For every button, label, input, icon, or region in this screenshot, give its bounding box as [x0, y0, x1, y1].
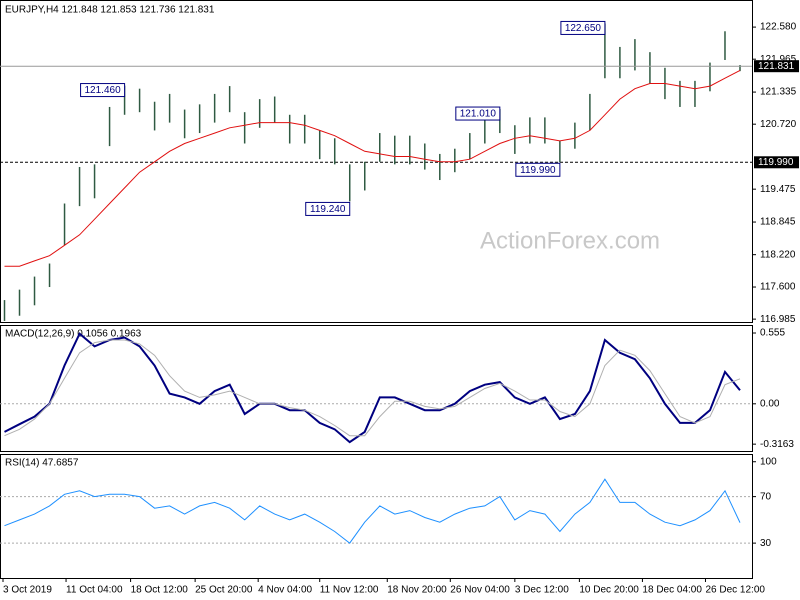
price-title: EURJPY,H4 121.848 121.853 121.736 121.83… — [5, 5, 215, 16]
annotation-label: 119.990 — [520, 165, 556, 176]
series-line — [4, 69, 741, 267]
y-tick-label: 116.985 — [760, 314, 796, 325]
annotation-label: 122.650 — [565, 23, 602, 34]
price-pane — [0, 0, 753, 323]
rsi-title: RSI(14) 47.6857 — [5, 458, 79, 469]
annotation-label: 121.460 — [85, 85, 122, 96]
x-tick-label: 10 Dec 20:00 — [579, 585, 639, 596]
y-tick-label: -0.3163 — [760, 439, 794, 450]
y-tick-label: 121.335 — [760, 87, 797, 98]
series-line — [4, 478, 741, 544]
annotation-label: 119.240 — [310, 204, 346, 215]
y-tick-label: 30 — [760, 538, 772, 549]
x-tick-label: 26 Nov 04:00 — [450, 585, 510, 596]
x-tick-label: 11 Nov 12:00 — [320, 585, 379, 596]
y-tick-label: 120.720 — [760, 119, 797, 130]
series-line — [4, 339, 741, 437]
x-tick-label: 18 Oct 12:00 — [131, 585, 189, 596]
x-tick-label: 3 Oct 2019 — [3, 585, 52, 596]
y-tick-label: 118.845 — [760, 217, 796, 228]
annotation-box — [455, 106, 501, 121]
annotation-box — [80, 83, 126, 98]
current-price-label: 121.831 — [758, 61, 795, 72]
y-tick-label: 117.600 — [760, 282, 796, 293]
level-box — [754, 156, 799, 169]
annotation-box — [305, 201, 351, 216]
y-tick-label: 118.220 — [760, 249, 796, 260]
annotation-label: 121.010 — [460, 109, 497, 120]
x-tick-label: 18 Dec 04:00 — [642, 585, 702, 596]
y-tick-label: 0.555 — [760, 328, 785, 339]
y-tick-label: 70 — [760, 491, 772, 502]
y-tick-label: 122.580 — [760, 22, 797, 33]
level-label: 119.990 — [758, 157, 794, 168]
annotation-box — [515, 162, 561, 177]
watermark: ActionForex.com — [480, 227, 660, 254]
annotation-box — [560, 20, 606, 35]
rsi-pane — [0, 454, 753, 579]
macd-pane — [0, 325, 753, 452]
y-tick-label: 0.00 — [760, 398, 780, 409]
x-tick-label: 11 Oct 04:00 — [66, 585, 123, 596]
x-tick-label: 26 Dec 12:00 — [705, 585, 765, 596]
x-tick-label: 3 Dec 12:00 — [515, 585, 569, 596]
macd-title: MACD(12,26,9) 0.1056 0.1963 — [5, 329, 142, 340]
series-line — [4, 332, 741, 444]
y-tick-label: 119.475 — [760, 184, 796, 195]
x-tick-label: 4 Nov 04:00 — [258, 585, 312, 596]
y-tick-label: 100 — [760, 456, 777, 467]
current-price-box — [754, 60, 799, 73]
y-tick-label: 121.965 — [760, 54, 797, 65]
x-tick-label: 25 Oct 20:00 — [195, 585, 253, 596]
x-tick-label: 18 Nov 20:00 — [387, 585, 447, 596]
